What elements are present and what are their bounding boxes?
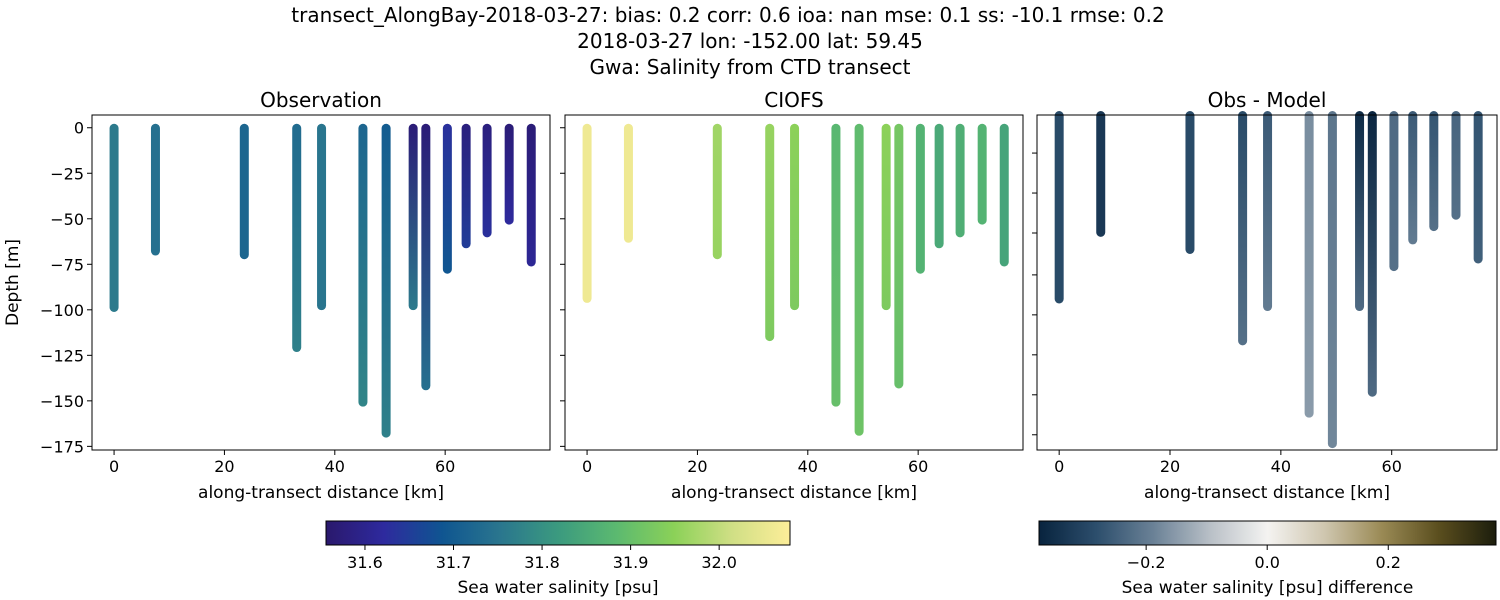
- colorbar-tick-label: 0.2: [1376, 553, 1401, 572]
- cast-profile: [239, 123, 249, 260]
- cast-profile: [442, 123, 452, 274]
- panel-2: 0 20 40 60 CIOFS along-transect distance [km]: [560, 88, 1024, 503]
- cast-profile: [999, 123, 1009, 267]
- cast-profile: [408, 123, 418, 311]
- x-axis-label: along-transect distance [km]: [1144, 483, 1390, 503]
- cast-profile: [894, 123, 904, 389]
- cast-profile: [623, 123, 633, 243]
- colorbar-tick-label: 31.8: [524, 553, 560, 572]
- cast-profile: [292, 123, 302, 353]
- panel-title: Obs - Model: [1208, 88, 1327, 112]
- x-tick-label: 40: [1271, 457, 1291, 476]
- cast-profile: [1355, 111, 1365, 312]
- cast-profile: [504, 123, 514, 225]
- cast-profile: [765, 123, 775, 342]
- y-tick-label: −100: [40, 301, 84, 320]
- cast-profile: [317, 123, 327, 311]
- x-tick-label: 60: [435, 457, 455, 476]
- x-tick-label: 60: [908, 457, 928, 476]
- panel-1: 0 20 40 60 0 −25 −50 −75 −100 −125 −150 −175 Observa…: [3, 88, 551, 503]
- axes-frame: [564, 114, 1024, 451]
- colorbar-label: Sea water salinity [psu] difference: [1122, 578, 1414, 598]
- cast-profile: [1367, 111, 1377, 397]
- y-tick-label: −125: [40, 346, 84, 365]
- panel-title: Observation: [260, 88, 382, 112]
- x-tick-label: 0: [1054, 457, 1064, 476]
- colorbar-tick-label: 0.0: [1254, 553, 1279, 572]
- colorbar-tick-label: 31.9: [613, 553, 649, 572]
- y-tick-label: −25: [50, 164, 84, 183]
- colorbar-label: Sea water salinity [psu]: [458, 578, 659, 598]
- x-tick-label: 0: [582, 457, 592, 476]
- panel-3: 0 20 40 60 Obs - Model along-transect distanc…: [1032, 88, 1498, 503]
- cast-profile: [955, 123, 965, 238]
- x-axis-label: along-transect distance [km]: [198, 483, 444, 503]
- cast-profile: [358, 123, 368, 407]
- figure-title-line-3: Gwa: Salinity from CTD transect: [590, 55, 911, 79]
- x-tick-label: 40: [798, 457, 818, 476]
- colorbar-gradient: [1038, 520, 1497, 546]
- x-axis-label: along-transect distance [km]: [671, 483, 917, 503]
- cast-profile: [482, 123, 492, 238]
- cast-profile: [582, 123, 592, 303]
- cast-profile: [1096, 111, 1106, 237]
- cast-profile: [1304, 111, 1314, 418]
- colorbar-gradient: [325, 520, 791, 546]
- cast-profile: [1473, 111, 1483, 264]
- colorbar-tick-label: −0.2: [1127, 553, 1166, 572]
- cast-profile: [1238, 111, 1248, 346]
- cast-profile: [461, 123, 471, 249]
- x-tick-label: 20: [687, 457, 707, 476]
- colorbar-1: 31.6 31.7 31.8 31.9 32.0 Sea water salinity […: [325, 520, 791, 598]
- cast-profile: [421, 123, 431, 391]
- cast-profile: [1389, 111, 1399, 272]
- x-tick-label: 20: [214, 457, 234, 476]
- y-tick-label: −75: [50, 255, 84, 274]
- y-axis-label: Depth [m]: [3, 239, 23, 326]
- cast-profile: [712, 123, 722, 260]
- x-tick-label: 20: [1160, 457, 1180, 476]
- cast-profile: [934, 123, 944, 249]
- cast-profile: [915, 123, 925, 274]
- colorbar-tick-label: 31.6: [347, 553, 383, 572]
- cast-profile: [150, 123, 160, 256]
- y-tick-label: 0: [74, 119, 84, 138]
- cast-profile: [1327, 111, 1337, 449]
- cast-profile: [526, 123, 536, 267]
- axes-frame: [1036, 114, 1498, 451]
- cast-profile: [1429, 111, 1439, 232]
- axes-frame: [91, 114, 551, 451]
- y-tick-label: −175: [40, 437, 84, 456]
- cast-profile: [831, 123, 841, 407]
- colorbar-2: −0.2 0.0 0.2 Sea water salinity [psu] diffe…: [1038, 520, 1497, 598]
- figure-title-line-1: transect_AlongBay-2018-03-27: bias: 0.2 …: [291, 3, 1164, 27]
- y-tick-label: −150: [40, 392, 84, 411]
- x-tick-label: 40: [325, 457, 345, 476]
- cast-profile: [1408, 111, 1418, 245]
- colorbar-tick-label: 32.0: [701, 553, 737, 572]
- x-tick-label: 60: [1382, 457, 1402, 476]
- cast-profile: [1054, 111, 1064, 304]
- y-tick-label: −50: [50, 210, 84, 229]
- cast-profile: [1451, 111, 1461, 220]
- colorbar-tick-label: 31.7: [436, 553, 472, 572]
- cast-profile: [1263, 111, 1273, 312]
- cast-profile: [1185, 111, 1195, 254]
- cast-profile: [977, 123, 987, 225]
- figure-title-line-2: 2018-03-27 lon: -152.00 lat: 59.45: [577, 29, 923, 53]
- cast-profile: [854, 123, 864, 436]
- cast-profile: [790, 123, 800, 311]
- cast-profile: [381, 123, 391, 438]
- x-tick-label: 0: [109, 457, 119, 476]
- cast-profile: [109, 123, 119, 312]
- cast-profile: [881, 123, 891, 311]
- panel-title: CIOFS: [764, 88, 823, 112]
